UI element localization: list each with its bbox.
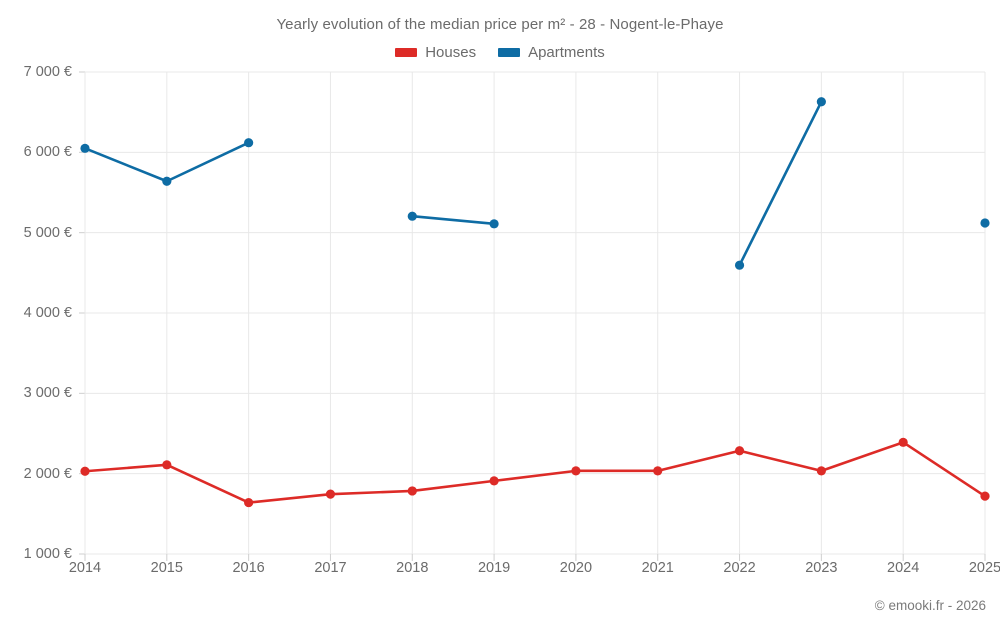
data-point-houses-2016[interactable]	[244, 497, 254, 508]
data-point-apartments-2016[interactable]	[244, 138, 254, 148]
x-axis-labels: 2014 2015 2016 2017 2018 2019 2020 2021 2022 2023…	[69, 560, 1000, 584]
data-point-apartments-2023[interactable]	[816, 97, 826, 107]
x-axis-tick-label: 2021	[641, 560, 674, 576]
legend-item-apartments[interactable]: Apartments	[498, 44, 605, 61]
y-axis-tick-label: 4 000 €	[23, 305, 72, 321]
series-line-apartments	[738, 100, 823, 267]
x-axis-tick-label: 2014	[68, 560, 102, 576]
data-point-houses-2020[interactable]	[571, 466, 581, 476]
data-point-houses-2017[interactable]	[325, 489, 336, 499]
chart-svg	[79, 71, 990, 561]
legend-item-houses[interactable]: Houses	[395, 44, 476, 61]
x-axis-tick-label: 2020	[559, 560, 593, 576]
data-point-houses-2015[interactable]	[162, 460, 172, 470]
data-point-houses-2018[interactable]	[407, 486, 417, 496]
data-point-apartments-2019[interactable]	[489, 219, 499, 229]
data-point-houses-2023[interactable]	[816, 466, 826, 476]
legend-label-apartments: Apartments	[528, 44, 605, 61]
series-line-houses	[83, 441, 987, 504]
y-axis-labels: 7 000 € 6 000 € 5 000 € 4 000 € 3 000 € 2 000…	[0, 64, 72, 562]
x-axis-tick-label: 2025	[968, 560, 1000, 576]
y-axis-tick-label: 5 000 €	[23, 224, 72, 241]
y-axis-tick-label: 1 000 €	[23, 546, 72, 562]
data-point-houses-2021[interactable]	[653, 466, 663, 476]
data-point-houses-2024[interactable]	[898, 437, 908, 447]
data-point-apartments-2015[interactable]	[162, 176, 172, 186]
x-axis-tick-label: 2024	[887, 560, 920, 576]
legend-label-houses: Houses	[425, 44, 477, 61]
data-point-apartments-2014[interactable]	[80, 143, 90, 153]
data-point-apartments-2022[interactable]	[734, 260, 745, 270]
data-point-houses-2025[interactable]	[980, 491, 990, 501]
plot-area	[79, 71, 990, 561]
x-axis-tick-label: 2017	[314, 560, 347, 576]
chart-title: Yearly evolution of the median price per…	[276, 16, 724, 33]
chart-legend: Houses Apartments	[0, 44, 1000, 61]
series-line-apartments	[410, 214, 496, 226]
data-point-apartments-2018[interactable]	[407, 211, 417, 221]
data-point-apartments-2025[interactable]	[980, 218, 990, 228]
x-axis-tick-label: 2018	[396, 560, 429, 576]
data-point-houses-2014[interactable]	[80, 466, 90, 476]
y-axis-tick-label: 3 000 €	[23, 385, 72, 402]
y-axis-tick-label: 7 000 €	[23, 64, 72, 80]
footer-copyright: © emooki.fr - 2026	[874, 598, 986, 613]
legend-swatch-houses	[395, 48, 418, 57]
x-axis-tick-label: 2016	[232, 560, 265, 576]
y-axis-tick-label: 2 000 €	[23, 465, 72, 482]
data-point-houses-2019[interactable]	[489, 476, 499, 486]
legend-swatch-apartments	[498, 48, 521, 57]
x-axis-tick-label: 2023	[805, 560, 838, 576]
x-axis-tick-label: 2015	[150, 560, 183, 576]
y-axis-tick-label: 6 000 €	[23, 144, 72, 161]
x-axis-tick-label: 2019	[477, 560, 511, 576]
x-axis-tick-label: 2022	[723, 560, 756, 576]
data-point-houses-2022[interactable]	[734, 446, 745, 456]
